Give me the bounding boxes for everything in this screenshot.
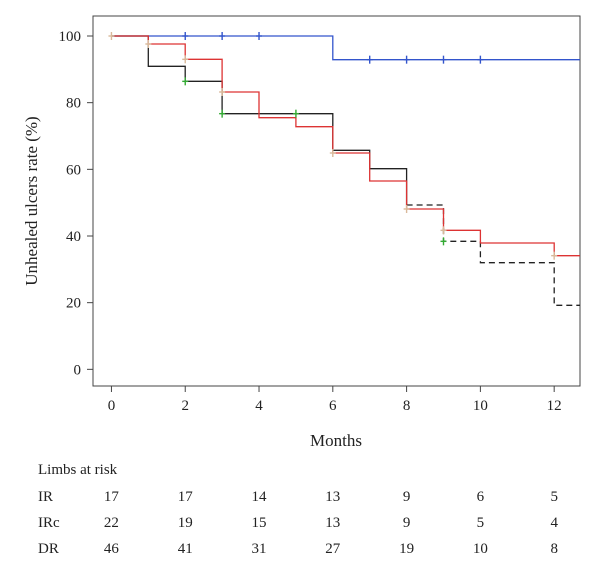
x-tick-label: 4 xyxy=(255,398,263,414)
y-axis: 0 20 40 60 80 100 xyxy=(59,29,93,378)
censor-mark xyxy=(182,32,189,40)
censor-mark xyxy=(219,32,226,40)
censor-mark xyxy=(477,55,484,64)
y-axis-title: Unhealed ulcers rate (%) xyxy=(22,116,41,285)
censor-mark xyxy=(403,55,410,64)
km-curve-1 xyxy=(111,35,408,205)
y-tick-label: 60 xyxy=(66,162,81,178)
x-tick-label: 12 xyxy=(547,398,562,414)
x-axis: 0 2 4 6 8 10 12 xyxy=(108,386,562,414)
x-axis-title: Months xyxy=(310,431,362,450)
y-tick-label: 0 xyxy=(74,362,82,378)
censor-mark xyxy=(182,55,189,64)
x-tick-label: 2 xyxy=(181,398,189,414)
x-tick-label: 6 xyxy=(329,398,337,414)
series-layer xyxy=(111,35,580,306)
censor-mark xyxy=(440,226,447,235)
censor-mark xyxy=(256,32,263,40)
y-tick-label: 40 xyxy=(66,229,81,245)
x-tick-label: 10 xyxy=(473,398,488,414)
censor-mark xyxy=(403,205,410,213)
censor-mark xyxy=(366,55,373,64)
km-curve-3 xyxy=(111,35,580,257)
censor-mark xyxy=(145,40,152,48)
y-tick-label: 20 xyxy=(66,296,81,312)
censor-marks xyxy=(108,32,558,260)
censor-mark xyxy=(440,237,447,246)
censor-mark xyxy=(219,109,226,118)
y-tick-label: 100 xyxy=(59,29,82,45)
x-tick-label: 0 xyxy=(108,398,116,414)
censor-mark xyxy=(551,251,558,260)
plot-frame xyxy=(92,15,581,387)
censor-mark xyxy=(108,32,115,40)
censor-mark xyxy=(292,109,299,118)
y-tick-label: 80 xyxy=(66,96,81,112)
censor-mark xyxy=(440,55,447,64)
km-curve-0 xyxy=(111,35,580,61)
censor-mark xyxy=(219,88,226,96)
x-tick-label: 8 xyxy=(403,398,411,414)
censor-mark xyxy=(182,77,189,86)
censor-mark xyxy=(329,149,336,157)
